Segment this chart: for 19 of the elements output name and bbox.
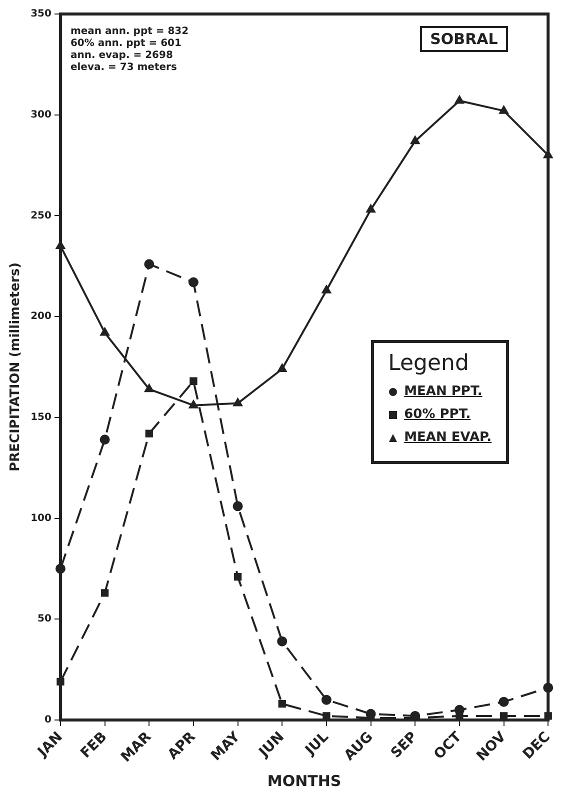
y-tick-label: 350 [30, 8, 52, 20]
annotation: eleva. = 73 meters [70, 62, 178, 74]
y-tick-label: 150 [30, 412, 52, 424]
x-axis-title: MONTHS [267, 772, 342, 790]
y-tick-label: 100 [30, 512, 52, 524]
legend-label: 60% PPT. [404, 407, 471, 422]
y-tick-label: 50 [38, 614, 52, 625]
legend-label: MEAN PPT. [404, 384, 482, 400]
text: SOBRAL [420, 26, 508, 52]
legend-title: Legend [388, 351, 470, 376]
annotation: 60% ann. ppt = 601 [70, 38, 182, 50]
annotation: mean ann. ppt = 832 [70, 26, 189, 38]
y-axis-title: PRECIPITATION (millimeters) [8, 262, 24, 472]
y-tick-label: 0 [44, 714, 52, 726]
legend-label: MEAN EVAP. [404, 430, 492, 446]
annotation: ann. evap. = 2698 [70, 50, 174, 62]
y-tick-label: 200 [30, 311, 52, 322]
y-tick-label: 250 [30, 210, 52, 222]
y-tick-label: 300 [30, 109, 52, 120]
